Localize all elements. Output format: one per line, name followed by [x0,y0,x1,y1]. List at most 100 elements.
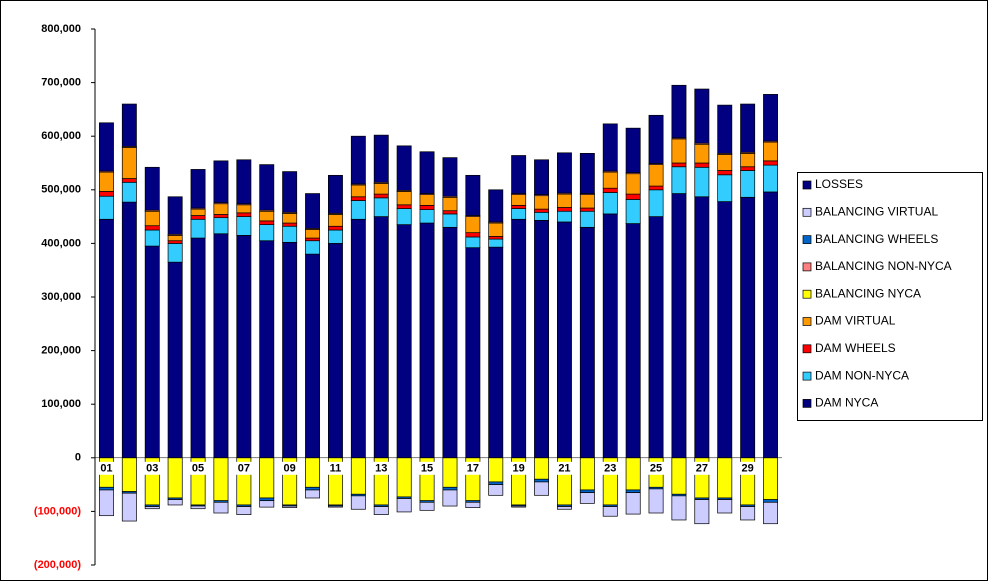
bar-segment [419,204,435,210]
bar-segment [396,204,412,209]
bar-segment [602,171,618,189]
legend-swatch [802,180,812,190]
bar-segment [259,224,275,242]
bar-segment [648,185,664,191]
bar-segment [717,499,733,514]
bar-segment [328,505,343,508]
legend-swatch [802,399,812,408]
x-label-bg [556,461,573,475]
bar-segment [350,200,366,220]
bar-segment [190,218,206,239]
bar-segment [511,194,527,206]
bar-segment [557,221,572,459]
bar-segment [305,457,320,488]
bar-segment [557,207,572,212]
bar-segment [694,143,710,164]
bar-segment [259,220,275,225]
x-label-bg [739,461,756,475]
bar-segment [625,489,641,493]
bar-segment [488,481,504,485]
bar-segment [144,506,160,510]
bar-segment [305,237,320,242]
x-label-bg [648,461,665,475]
bar-segment [694,499,710,525]
bar-segment [213,501,229,514]
bar-segment [99,195,114,220]
bar-segment [99,489,114,517]
bar-segment [190,208,206,216]
bar-segment [763,191,778,459]
bar-segment [694,196,710,459]
bar-segment [396,224,412,459]
bar-segment [236,159,252,205]
bar-segment [717,174,733,202]
x-tick-label: 27 [696,463,708,475]
bar-segment [625,492,641,515]
bar-segment [625,223,641,459]
bar-segment [717,170,733,176]
bar-segment [579,489,595,493]
bar-segment [763,160,778,166]
bar-segment [671,84,687,139]
bar-segment [305,486,320,491]
y-tick-label: 800,000 [41,23,81,35]
y-tick-label: 700,000 [41,77,81,89]
bar-segment [99,486,114,491]
bar-segment [259,497,275,502]
bar-segment [648,189,664,217]
bar-segment [648,164,664,187]
bar-segment [167,235,183,242]
y-tick-label: 400,000 [41,237,81,249]
bar-segment [99,171,114,192]
bar-segment [511,218,527,459]
legend-label: DAM NYCA [815,396,878,410]
bar-segment [167,457,183,499]
legend-swatch [802,317,812,326]
bar-segment [121,147,137,179]
bar-segment [373,193,389,199]
bar-segment [671,138,687,164]
bar-segment [579,207,595,212]
x-label-bg [235,461,252,475]
bar-segment [763,501,778,525]
bar-segment [579,457,595,491]
bar-segment [236,216,252,236]
bar-segment [534,195,549,210]
y-tick-label: (100,000) [34,505,81,517]
bar-segment [190,169,206,209]
bar-segment [648,114,664,164]
bar-segment [763,164,778,193]
x-label-bg [98,461,115,475]
bar-segment [213,457,229,502]
bar-segment [213,233,229,459]
x-label-bg [373,461,390,475]
bar-segment [465,247,481,459]
bar-segment [511,208,527,220]
bar-segment [602,506,618,517]
bar-segment [625,127,641,173]
bar-segment [328,214,343,227]
bar-segment [602,192,618,215]
bar-segment [236,235,252,459]
y-tick-label: 300,000 [41,291,81,303]
bar-segment [282,505,298,508]
bar-segment [488,246,504,459]
x-label-bg [464,461,481,475]
bar-segment [259,210,275,222]
bar-segment [488,236,504,240]
bar-segment [557,193,572,208]
bar-segment [534,208,549,213]
bar-segment [167,196,183,235]
bar-segment [625,457,641,491]
x-label-bg [419,461,436,475]
legend-label: BALANCING NYCA [815,286,921,300]
legend-swatch [802,262,812,272]
bar-segment [282,225,298,243]
bar-segment [373,197,389,217]
bar-segment [488,457,504,483]
bar-segment [373,183,389,195]
bar-segment [648,216,664,459]
x-tick-label: 09 [284,463,296,475]
bar-segment [763,141,778,162]
